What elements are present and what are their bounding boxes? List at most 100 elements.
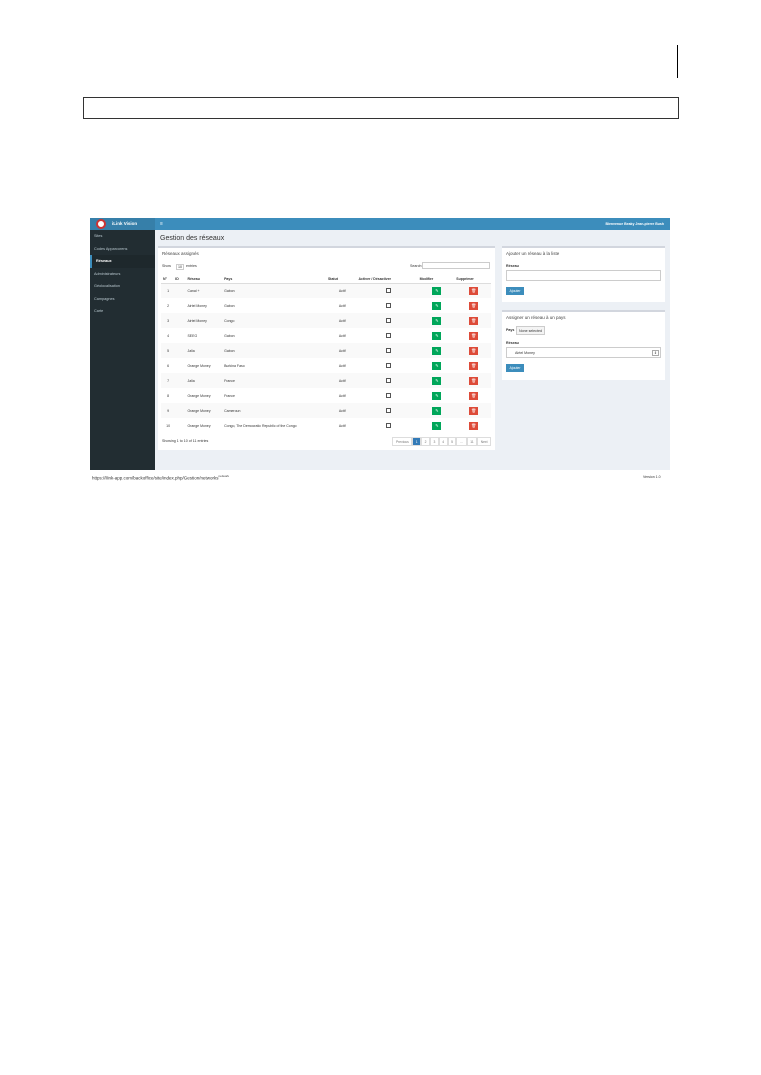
column-header[interactable]: Supprimer [454, 276, 491, 284]
sidebar: Sites Codes Apparcorens Réseaux Administrat… [90, 230, 155, 470]
page-link[interactable]: Previous [392, 437, 413, 446]
activate-checkbox[interactable] [385, 407, 391, 413]
column-header[interactable]: Statut [325, 276, 357, 284]
reseau-input[interactable] [506, 270, 661, 281]
row-network: Orange Money [185, 403, 223, 418]
row-country: Gabon [222, 343, 326, 358]
edit-button[interactable]: ✎ [432, 391, 442, 400]
delete-cell: 🗑 [454, 388, 491, 403]
show-label: Show [162, 264, 171, 268]
brand-logo[interactable]: iLink Vision [90, 218, 155, 230]
column-header[interactable]: ID [173, 276, 186, 284]
delete-button[interactable]: 🗑 [469, 391, 479, 400]
edit-button[interactable]: ✎ [432, 301, 442, 310]
page-link[interactable]: 2 [421, 437, 430, 446]
row-network: Jalia [185, 373, 223, 388]
activate-checkbox[interactable] [385, 317, 391, 323]
toggle-cell [356, 313, 418, 328]
url-text: https://ilink-app.com/backoffice/site/in… [92, 475, 219, 481]
delete-button[interactable]: 🗑 [469, 286, 479, 295]
delete-button[interactable]: 🗑 [469, 346, 479, 355]
activate-checkbox[interactable] [385, 362, 391, 368]
status-url: https://ilink-app.com/backoffice/site/in… [92, 474, 229, 481]
table-row: 9 Orange Money Cameroun Actif ✎ 🗑 [161, 403, 491, 418]
add-button[interactable]: Ajouter [506, 287, 524, 295]
search-input[interactable] [422, 262, 490, 269]
sidebar-item[interactable]: Campagnes [94, 296, 115, 301]
column-header[interactable]: N° [161, 276, 174, 284]
activate-checkbox[interactable] [385, 377, 391, 383]
delete-button[interactable]: 🗑 [469, 316, 479, 325]
column-header[interactable]: Activer / Désactiver [356, 276, 418, 284]
welcome-text[interactable]: Bienvenue Beaky Jean-pierre Bush [605, 222, 664, 226]
row-status: Actif [338, 363, 346, 368]
assign-network-box: Assigner un réseau à un pays Pays None s… [502, 310, 665, 380]
edit-button[interactable]: ✎ [432, 331, 442, 340]
delete-button[interactable]: 🗑 [469, 301, 479, 310]
row-id [173, 388, 185, 403]
delete-button[interactable]: 🗑 [469, 421, 479, 430]
column-header[interactable]: Modifier [417, 276, 455, 284]
sidebar-item[interactable]: Carte [94, 309, 104, 313]
delete-button[interactable]: 🗑 [469, 331, 479, 340]
activate-checkbox[interactable] [385, 422, 391, 428]
empty-frame [83, 97, 679, 119]
menu-toggle-icon[interactable]: ≡ [160, 221, 163, 227]
activate-checkbox[interactable] [385, 347, 391, 353]
table-row: 3 Airtel Money Congo Actif ✎ 🗑 [161, 313, 491, 328]
column-header[interactable]: Réseau [185, 276, 223, 284]
row-country: Gabon [224, 303, 235, 308]
page-link[interactable]: 3 [429, 437, 439, 446]
table-row: 10 Orange Money Congo, The Democratic Repu… [161, 418, 491, 433]
edit-cell: ✎ [418, 358, 455, 373]
activate-checkbox[interactable] [385, 287, 391, 293]
row-number: 5 [161, 343, 174, 358]
add-button[interactable]: Ajouter [506, 364, 524, 372]
edit-cell: ✎ [417, 403, 455, 418]
sidebar-item[interactable]: Réseaux [90, 255, 155, 268]
activate-checkbox[interactable] [385, 392, 391, 398]
edit-button[interactable]: ✎ [432, 316, 442, 325]
delete-cell: 🗑 [454, 343, 491, 358]
edit-button[interactable]: ✎ [432, 361, 442, 370]
delete-button[interactable]: 🗑 [469, 406, 479, 415]
row-id [173, 343, 186, 358]
page-link[interactable]: 4 [438, 437, 448, 446]
edit-button[interactable]: ✎ [432, 376, 442, 385]
edit-cell: ✎ [418, 328, 455, 343]
page-link[interactable]: Next [477, 437, 491, 446]
row-country: Congo, The Democratic Republic of the Co… [224, 423, 297, 428]
sidebar-item[interactable]: Administrateurs [94, 271, 121, 276]
activate-checkbox[interactable] [385, 332, 391, 338]
column-header[interactable]: Pays [222, 276, 326, 284]
row-id [173, 328, 185, 343]
sidebar-item[interactable]: Codes Apparcorens [94, 246, 128, 251]
edit-button[interactable]: ✎ [432, 346, 442, 355]
table-row: 1 Canal + Gabon Actif ✎ 🗑 [161, 283, 491, 298]
activate-checkbox[interactable] [385, 302, 391, 308]
delete-cell: 🗑 [454, 328, 491, 343]
row-status: Actif [338, 303, 346, 308]
toggle-cell [357, 388, 418, 403]
row-number: 7 [161, 373, 174, 388]
page-link[interactable]: 5 [447, 437, 457, 446]
page-margin-bar [677, 45, 678, 78]
row-number: 2 [167, 303, 170, 308]
reseau-select[interactable]: Airtel Money ⇕ [506, 347, 661, 358]
edit-button[interactable]: ✎ [432, 421, 442, 430]
page-link[interactable]: 11 [466, 437, 478, 446]
entries-select[interactable]: 10 [176, 264, 184, 270]
edit-button[interactable]: ✎ [432, 406, 442, 415]
row-network: Jalia [185, 343, 223, 358]
sidebar-item[interactable]: Sites [94, 234, 103, 238]
page-link[interactable]: … [456, 437, 467, 446]
delete-button[interactable]: 🗑 [469, 376, 479, 385]
pays-multiselect[interactable]: None selected [516, 326, 545, 335]
toggle-cell [357, 298, 418, 313]
page-title: Gestion des réseaux [160, 235, 225, 242]
edit-cell: ✎ [417, 283, 455, 298]
page-link[interactable]: 1 [412, 437, 422, 446]
sidebar-item[interactable]: Géolocalisation [94, 284, 120, 288]
delete-button[interactable]: 🗑 [469, 361, 479, 370]
edit-button[interactable]: ✎ [432, 286, 442, 295]
